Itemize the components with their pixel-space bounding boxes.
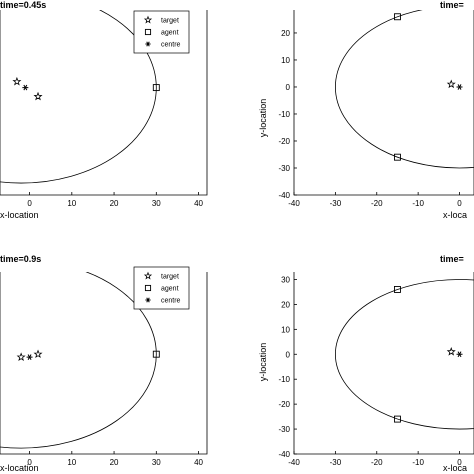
x-tick-label: 30 [152,458,161,467]
x-tick-label: 0 [27,199,32,208]
x-axis-label: x-location [0,463,39,473]
y-tick-label: 0 [286,350,291,359]
legend-marker-agent [144,284,152,292]
legend-label-agent: agent [161,286,179,293]
legend-box [133,266,190,310]
y-tick-label: 30 [281,275,290,284]
y-tick-label: -10 [278,110,290,119]
formation-circle [0,10,157,184]
y-tick-label: 10 [281,325,290,334]
target-point-1 [12,76,22,86]
formation-circle [335,10,474,169]
plot-area [0,272,160,449]
x-tick-label: 0 [457,199,462,208]
y-axis-label: y-location [258,343,268,382]
y-tick-label: 20 [281,29,290,38]
centre-point-1 [22,84,29,91]
x-tick-label: -20 [371,199,383,208]
plot-title: time= [440,0,464,10]
y-tick-label: -20 [278,137,290,146]
legend-box [133,10,190,54]
legend-label-target: target [161,18,179,25]
x-tick-label: -20 [371,458,383,467]
axes-frame [293,10,474,196]
x-tick-label: -40 [288,199,300,208]
x-tick-label: -40 [288,458,300,467]
subplot-4: -40 -30 -20 -10 0 30 20 10 0 -10 -20 -30 -40 time= x-l… [258,254,474,473]
legend-marker-target [143,15,153,24]
y-axis-label: y-location [258,99,268,138]
legend: target agent centre [133,266,190,310]
target-point-2 [33,349,43,359]
plot-title: time=0.45s [0,0,46,10]
plot-title: time= [440,254,464,264]
agent-point-2 [393,153,401,161]
legend-label-centre: centre [161,42,181,49]
x-tick-label: 20 [110,458,119,467]
x-tick-label: -30 [330,199,342,208]
y-tick-label: 10 [281,56,290,65]
agent-point-2 [393,415,401,423]
x-tick-label: 30 [152,199,161,208]
subplot-2: -40 -30 -20 -10 0 20 10 0 -10 -20 -30 -40 time= x-loc… [258,0,474,220]
legend-marker-agent [144,28,152,36]
agent-point-1 [393,286,401,293]
target-point-1 [446,347,456,356]
legend-label-agent: agent [161,30,179,37]
y-tick-label: -40 [278,191,290,200]
plot-area [0,10,160,184]
legend-marker-target [143,271,153,280]
agent-point-1 [152,84,160,92]
target-point-2 [33,91,43,101]
x-tick-label: 20 [110,199,119,208]
x-tick-label: 0 [27,458,32,467]
target-point-1 [16,352,26,361]
x-axis-label: x-location [0,210,39,220]
target-point-1 [446,79,456,89]
legend-marker-centre [145,41,151,47]
x-axis-label: x-loca [443,210,467,220]
formation-circle [335,279,474,430]
x-axis-label: x-loca [443,463,467,473]
y-tick-label: -20 [278,400,290,409]
legend-label-target: target [161,274,179,281]
y-tick-label: 20 [281,300,290,309]
formation-circle [0,272,157,449]
centre-point-1 [456,351,463,358]
legend-marker-centre [145,297,151,303]
plot-area [335,279,474,430]
plot-title: time=0.9s [0,254,41,264]
y-tick-label: -30 [278,164,290,173]
x-tick-label: 10 [67,458,76,467]
x-tick-label: -30 [330,458,342,467]
agent-point-1 [152,350,160,358]
x-tick-label: -10 [412,199,424,208]
subplot-1: 0 10 20 30 40 time=0.45s x-location target agent… [0,0,208,220]
y-tick-label: -30 [278,425,290,434]
axes-frame [0,10,208,196]
axes-frame [293,272,474,455]
x-tick-label: 0 [457,458,462,467]
plot-area [335,10,474,169]
x-tick-label: 10 [67,199,76,208]
centre-point-1 [26,354,33,360]
y-tick-label: -10 [278,375,290,384]
agent-point-1 [393,13,401,21]
legend: target agent centre [133,10,190,54]
y-tick-label: -40 [278,450,290,459]
x-tick-label: -10 [412,458,424,467]
x-tick-label: 40 [194,458,203,467]
axes-frame [0,272,208,455]
subplot-3: 0 10 20 30 40 time=0.9s x-location target agent c… [0,254,208,473]
centre-point-1 [456,84,463,90]
legend-label-centre: centre [161,298,181,305]
y-tick-label: 0 [286,83,291,92]
x-tick-label: 40 [194,199,203,208]
